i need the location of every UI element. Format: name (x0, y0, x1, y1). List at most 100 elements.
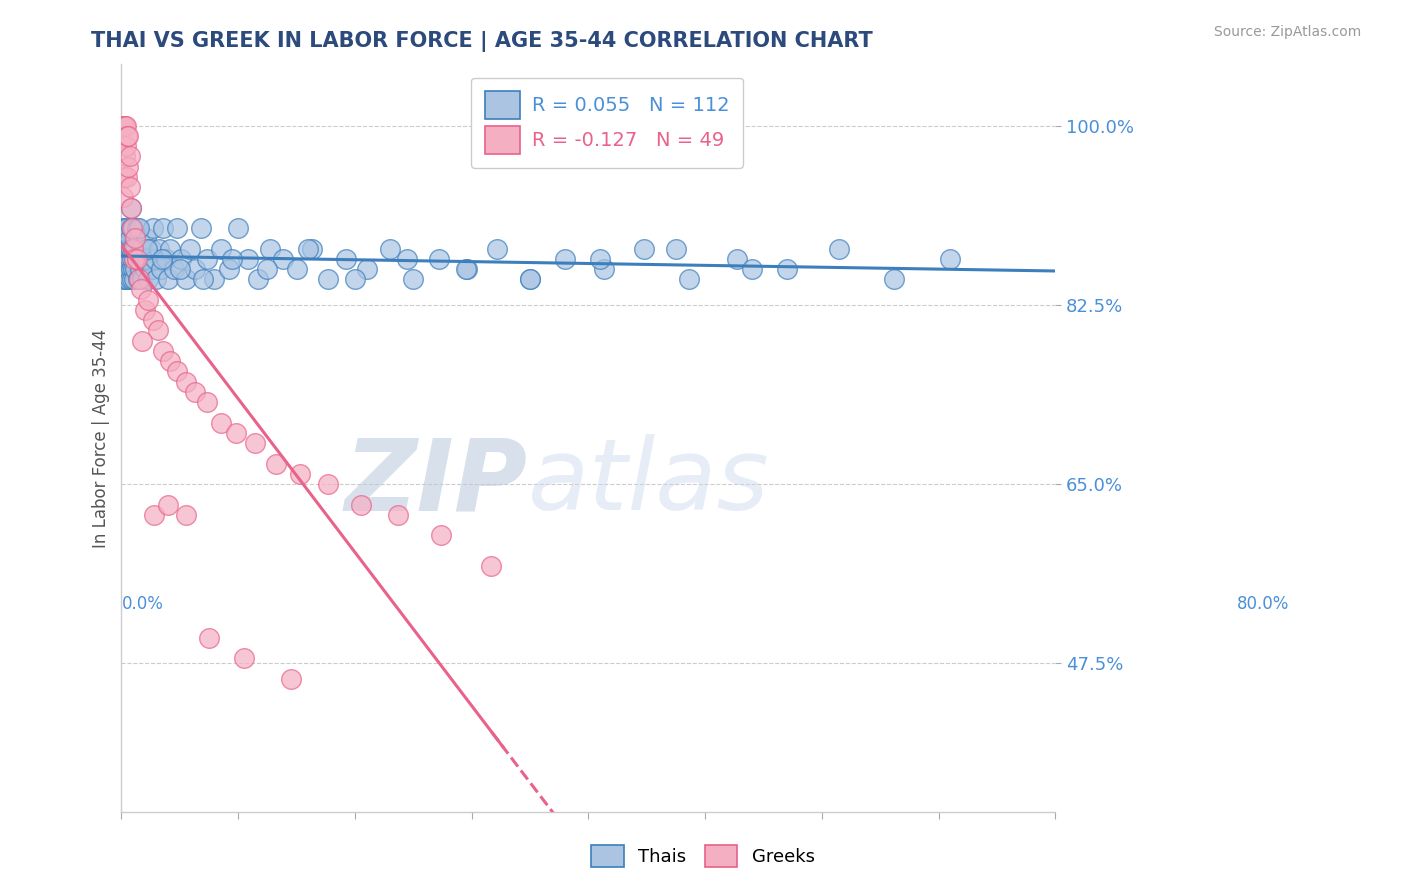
Point (157, 498, 180, 512)
Point (121, 221, 143, 235)
Point (111, 262, 134, 277)
Point (121, 252, 143, 266)
Point (159, 242, 181, 256)
Point (678, 272, 700, 286)
Point (285, 262, 308, 277)
Point (226, 221, 249, 235)
Point (883, 272, 905, 286)
Point (247, 272, 270, 286)
Point (118, 149, 141, 163)
Point (233, 651, 256, 665)
Point (236, 252, 259, 266)
Point (117, 252, 139, 266)
Point (170, 252, 193, 266)
Point (111, 119, 134, 133)
Point (184, 384, 207, 399)
Point (218, 262, 240, 277)
Point (481, 559, 503, 574)
Point (124, 252, 146, 266)
Point (136, 293, 159, 307)
Point (169, 262, 191, 277)
Point (776, 262, 799, 277)
Point (115, 242, 138, 256)
Point (120, 201, 142, 215)
Legend: Thais, Greeks: Thais, Greeks (585, 838, 821, 874)
Point (190, 221, 212, 235)
Point (143, 252, 166, 266)
Point (125, 221, 148, 235)
Point (112, 169, 135, 184)
Point (112, 231, 135, 245)
Point (589, 252, 612, 266)
Point (118, 272, 141, 286)
Point (343, 272, 366, 286)
Point (174, 508, 197, 522)
Point (131, 334, 153, 348)
Point (665, 242, 688, 256)
Point (259, 242, 281, 256)
Point (396, 252, 419, 266)
Point (115, 262, 138, 277)
Point (114, 262, 136, 277)
Point (112, 272, 135, 286)
Point (202, 272, 225, 286)
Point (114, 119, 136, 133)
Text: Source: ZipAtlas.com: Source: ZipAtlas.com (1213, 25, 1361, 39)
Point (122, 221, 145, 235)
Point (486, 242, 509, 256)
Point (174, 272, 197, 286)
Point (430, 528, 453, 542)
Point (150, 262, 173, 277)
Point (143, 508, 166, 522)
Point (139, 242, 162, 256)
Point (592, 262, 614, 277)
Point (115, 231, 138, 245)
Point (136, 242, 159, 256)
Point (725, 252, 748, 266)
Point (350, 498, 373, 512)
Point (145, 272, 167, 286)
Point (114, 221, 136, 235)
Point (117, 262, 139, 277)
Point (111, 242, 134, 256)
Point (288, 467, 311, 481)
Point (136, 252, 159, 266)
Point (316, 272, 339, 286)
Point (120, 242, 142, 256)
Point (129, 283, 152, 297)
Point (124, 242, 146, 256)
Point (129, 242, 152, 256)
Point (117, 242, 139, 256)
Point (356, 262, 378, 277)
Point (128, 231, 150, 245)
Point (111, 190, 134, 204)
Point (124, 272, 146, 286)
Point (112, 252, 135, 266)
Point (195, 395, 218, 409)
Point (191, 272, 214, 286)
Point (132, 252, 155, 266)
Point (828, 242, 851, 256)
Point (141, 262, 163, 277)
Point (112, 242, 135, 256)
Point (120, 262, 142, 277)
Point (741, 262, 763, 277)
Point (127, 272, 149, 286)
Point (456, 262, 478, 277)
Text: ZIP: ZIP (344, 434, 527, 532)
Point (297, 242, 319, 256)
Point (179, 242, 201, 256)
Point (243, 436, 266, 450)
Point (124, 231, 146, 245)
Point (519, 272, 541, 286)
Point (184, 262, 207, 277)
Point (125, 252, 148, 266)
Point (112, 119, 135, 133)
Point (166, 364, 188, 378)
Point (195, 252, 218, 266)
Point (117, 160, 139, 174)
Point (129, 262, 152, 277)
Point (301, 242, 323, 256)
Text: atlas: atlas (527, 434, 769, 532)
Text: THAI VS GREEK IN LABOR FORCE | AGE 35-44 CORRELATION CHART: THAI VS GREEK IN LABOR FORCE | AGE 35-44… (91, 31, 873, 53)
